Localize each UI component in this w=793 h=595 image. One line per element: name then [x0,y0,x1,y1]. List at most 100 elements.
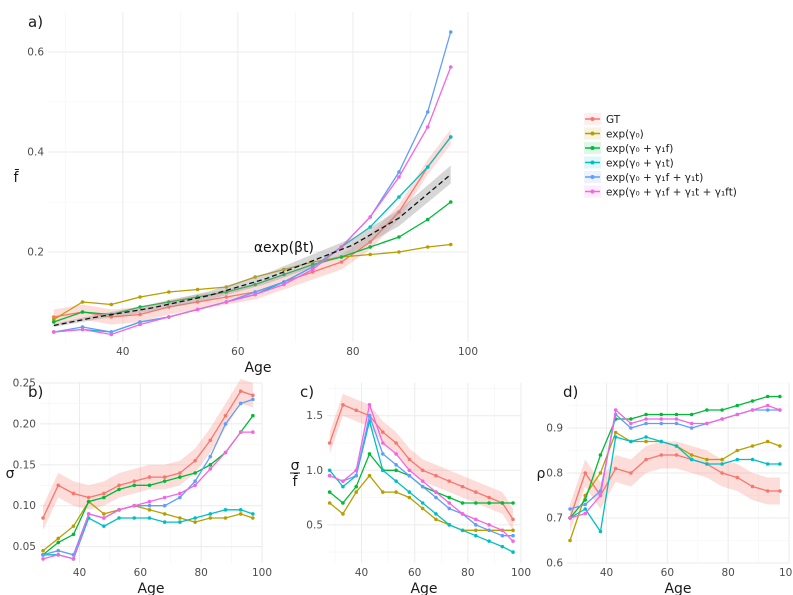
fit-curve [53,174,452,327]
data-point [208,512,213,516]
data-point [613,430,618,435]
data-point [598,471,603,475]
legend-label: exp(γ₀ + γ₁f) [606,143,673,155]
data-point [109,330,114,334]
data-point [487,539,491,543]
data-point [689,412,694,417]
x-tick-label: 60 [134,567,147,579]
data-point [448,30,453,34]
data-point [397,235,401,239]
data-point [750,444,755,448]
data-point [765,489,770,493]
data-point [208,463,213,467]
data-point [659,421,664,426]
data-point [178,495,182,500]
data-point [80,325,85,329]
data-point [251,413,255,418]
data-point [193,479,197,483]
data-point [368,252,372,257]
y-tick-label: 0.2 [27,247,44,259]
data-point [487,528,491,533]
y-tick-label: 1.5 [306,410,323,422]
data-point [195,307,200,312]
data-point [420,479,425,483]
series-line [53,136,452,333]
legend-item: exp(γ₀) [584,127,644,141]
data-point [394,452,398,456]
x-axis-title: Age [244,360,271,376]
data-point [487,501,491,505]
data-point [224,285,229,289]
y-tick-label: 0.9 [546,423,563,435]
data-point [778,408,782,412]
data-point [86,495,91,500]
data-point [238,389,243,393]
data-point [420,484,425,489]
data-point [138,312,142,317]
data-point [394,468,398,473]
data-point [447,506,452,511]
y-axis-title: σ [6,466,15,482]
legend-key-point [590,160,595,165]
x-tick-label: 60 [231,346,244,358]
data-point [705,421,709,426]
data-point [339,245,344,249]
data-point [253,275,257,279]
x-tick-label: 40 [116,346,129,358]
data-point [381,441,385,445]
data-point [511,501,515,505]
data-point [425,165,430,169]
data-point [407,495,412,500]
data-point [109,332,114,337]
data-point [86,499,91,504]
data-point [367,452,372,456]
x-tick-label: 80 [461,567,474,579]
data-point [138,295,142,299]
data-point [238,430,243,434]
data-point [71,524,76,528]
data-point [407,490,412,494]
data-point [102,512,106,516]
data-point [487,495,491,500]
data-point [434,517,438,522]
data-point [41,548,45,553]
data-point [367,413,372,418]
legend-item: exp(γ₀ + γ₁f + γ₁t) [584,171,703,184]
data-point [132,503,137,508]
data-point [195,287,200,292]
data-point [282,282,286,287]
data-point [178,520,182,524]
data-point [208,516,213,520]
data-point [339,255,344,259]
legend-key-point [590,146,595,150]
y-tick-label: 0.7 [546,513,563,525]
data-point [613,408,618,412]
data-point [327,441,332,445]
data-point [310,270,315,274]
data-point [193,471,197,475]
data-point [341,501,345,505]
data-point [327,468,332,473]
data-point [223,516,228,520]
data-point [71,532,76,537]
data-point [162,512,167,516]
data-point [51,320,56,324]
data-point [394,479,398,483]
data-point [367,403,372,407]
x-tick-label: 60 [408,567,421,579]
data-point [511,550,515,554]
data-point [644,421,648,426]
data-point [397,250,401,254]
data-point [720,417,724,421]
data-point [583,507,588,511]
data-point [434,473,438,478]
data-point [167,290,171,294]
data-point [434,512,438,516]
data-point [674,444,679,448]
data-point [420,506,425,511]
data-point [397,170,401,174]
data-point [224,290,229,294]
legend-item: exp(γ₀ + γ₁f + γ₁t + γ₁ft) [584,185,737,199]
data-point [629,426,633,430]
data-point [132,479,137,483]
